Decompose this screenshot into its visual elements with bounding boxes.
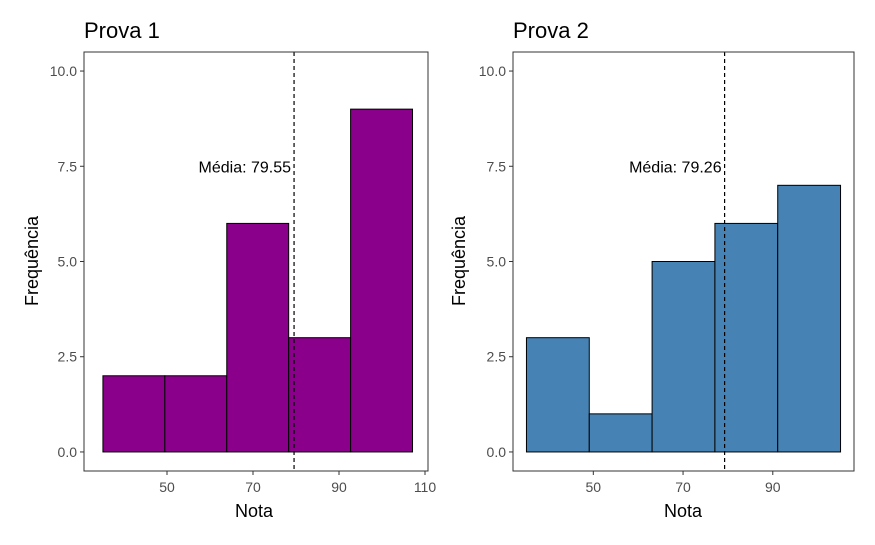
y-tick-label: 5.0 xyxy=(487,254,507,270)
x-tick-label: 90 xyxy=(765,479,781,495)
y-tick-label: 0.0 xyxy=(487,444,507,460)
plot-area: Média: 79.26 0.0 2.5 5.0 7.5 10.0 50 70 90 xyxy=(479,51,855,495)
y-tick-label: 2.5 xyxy=(58,349,78,365)
y-tick-label: 7.5 xyxy=(58,158,78,174)
y-tick-label: 10.0 xyxy=(50,63,77,79)
y-axis-label: Frequência xyxy=(22,215,42,306)
histogram-bar xyxy=(651,261,716,453)
histogram-bar xyxy=(777,184,842,453)
x-tick-label: 90 xyxy=(331,479,347,495)
x-tick-label: 50 xyxy=(159,479,175,495)
x-axis-label: Nota xyxy=(664,501,703,521)
y-tick-label: 5.0 xyxy=(58,254,78,270)
x-tick-label: 50 xyxy=(586,479,602,495)
histogram-bar xyxy=(350,108,414,453)
y-tick-label: 0.0 xyxy=(58,444,78,460)
histogram-bar xyxy=(588,413,653,453)
panel-prova-1: Prova 1 Frequência Nota Média: 79.55 0.0 2… xyxy=(22,18,436,521)
y-tick-label: 7.5 xyxy=(487,158,507,174)
chart-title: Prova 2 xyxy=(513,18,589,43)
histogram-bar xyxy=(525,337,590,453)
y-tick-label: 10.0 xyxy=(479,63,506,79)
histogram-bar xyxy=(226,222,290,453)
y-tick-label: 2.5 xyxy=(487,349,507,365)
plot-area: Média: 79.55 0.0 2.5 5.0 7.5 10.0 50 70 90 110 xyxy=(50,51,437,495)
histogram-bar xyxy=(164,375,228,453)
chart-title: Prova 1 xyxy=(84,18,160,43)
x-axis-label: Nota xyxy=(235,501,274,521)
x-tick-label: 70 xyxy=(675,479,691,495)
mean-label: Média: 79.55 xyxy=(199,159,292,176)
mean-label: Média: 79.26 xyxy=(629,159,722,176)
histogram-bar xyxy=(288,337,352,453)
histogram-bar xyxy=(102,375,166,453)
x-tick-label: 70 xyxy=(245,479,261,495)
y-axis-label: Frequência xyxy=(449,215,469,306)
panel-prova-2: Prova 2 Frequência Nota Média: 79.26 0.0 2… xyxy=(449,18,855,521)
x-tick-label: 110 xyxy=(414,479,437,495)
